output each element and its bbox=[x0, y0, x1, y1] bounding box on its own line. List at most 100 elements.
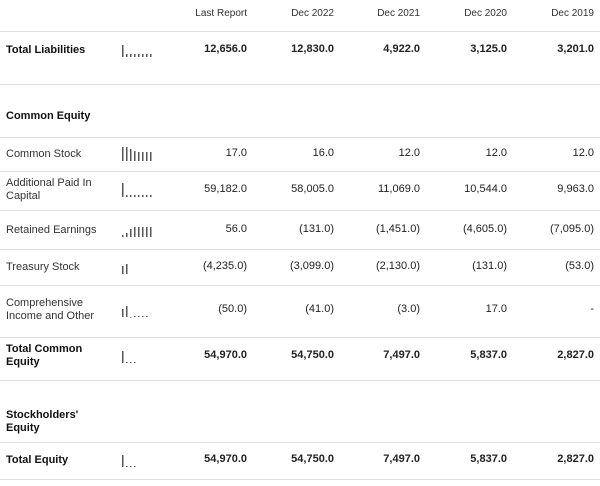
cell-value: 2,827.0 bbox=[557, 349, 594, 361]
sparkline-bar bbox=[130, 229, 132, 237]
sparkline-bar bbox=[130, 362, 132, 363]
cell-value: 12,830.0 bbox=[291, 43, 334, 55]
cell-value: 56.0 bbox=[225, 223, 247, 235]
cell-value: (50.0) bbox=[218, 303, 247, 315]
sparkline-icon bbox=[122, 455, 136, 467]
cell-value: 17.0 bbox=[225, 147, 247, 159]
sparkline-bar bbox=[150, 54, 152, 57]
cell-value: 58,005.0 bbox=[291, 183, 334, 195]
cell-value: 3,201.0 bbox=[557, 43, 594, 55]
divider bbox=[0, 31, 600, 32]
row-label: Additional Paid In Capital bbox=[6, 177, 92, 202]
cell-value: 5,837.0 bbox=[470, 453, 507, 465]
row-label: Retained Earnings bbox=[6, 223, 97, 236]
sparkline-bar bbox=[122, 147, 124, 161]
column-header: Last Report bbox=[195, 8, 247, 19]
sparkline-bar bbox=[130, 466, 132, 467]
sparkline-bar bbox=[138, 54, 140, 57]
sparkline-bar bbox=[126, 362, 128, 363]
column-header: Dec 2019 bbox=[551, 8, 594, 19]
sparkline-bar bbox=[126, 195, 128, 197]
cell-value: (131.0) bbox=[299, 223, 334, 235]
sparkline-bar bbox=[130, 195, 132, 197]
sparkline-bar bbox=[130, 54, 132, 57]
divider bbox=[0, 380, 600, 381]
section-header: Stockholders' Equity bbox=[6, 409, 79, 434]
cell-value: 17.0 bbox=[485, 303, 507, 315]
sparkline-bar bbox=[142, 316, 144, 317]
cell-value: 54,970.0 bbox=[204, 349, 247, 361]
sparkline-bar bbox=[138, 316, 140, 317]
cell-value: 54,970.0 bbox=[204, 453, 247, 465]
sparkline-bar bbox=[146, 54, 148, 57]
cell-value: 10,544.0 bbox=[464, 183, 507, 195]
divider bbox=[0, 84, 600, 85]
sparkline-bar bbox=[134, 316, 136, 317]
sparkline-bar bbox=[134, 466, 136, 467]
sparkline-bar bbox=[150, 152, 152, 161]
sparkline-bar bbox=[142, 195, 144, 197]
sparkline-bar bbox=[122, 455, 124, 467]
sparkline-bar bbox=[150, 227, 152, 237]
divider bbox=[0, 442, 600, 443]
sparkline-icon bbox=[122, 45, 152, 57]
sparkline-bar bbox=[150, 195, 152, 197]
sparkline-icon bbox=[122, 351, 136, 363]
sparkline-bar bbox=[134, 362, 136, 363]
sparkline-bar bbox=[122, 183, 124, 197]
sparkline-bar bbox=[126, 466, 128, 467]
column-header: Dec 2022 bbox=[291, 8, 334, 19]
divider bbox=[0, 249, 600, 250]
sparkline-bar bbox=[146, 316, 148, 317]
column-header: Dec 2020 bbox=[464, 8, 507, 19]
sparkline-bar bbox=[126, 54, 128, 57]
divider bbox=[0, 285, 600, 286]
row-label: Comprehensive Income and Other bbox=[6, 297, 95, 322]
row-label: Common Stock bbox=[6, 147, 82, 160]
cell-value: 11,069.0 bbox=[377, 183, 420, 195]
cell-value: (41.0) bbox=[305, 303, 334, 315]
sparkline-bar bbox=[126, 147, 128, 161]
sparkline-bar bbox=[122, 309, 124, 317]
sparkline-bar bbox=[134, 195, 136, 197]
sparkline-icon bbox=[122, 183, 152, 197]
cell-value: 54,750.0 bbox=[291, 453, 334, 465]
cell-value: 2,827.0 bbox=[557, 453, 594, 465]
cell-value: 59,182.0 bbox=[204, 183, 247, 195]
row-label: Treasury Stock bbox=[6, 260, 80, 273]
cell-value: (53.0) bbox=[565, 260, 594, 272]
sparkline-bar bbox=[126, 264, 128, 274]
cell-value: 3,125.0 bbox=[470, 43, 507, 55]
sparkline-icon bbox=[122, 264, 128, 274]
cell-value: (4,235.0) bbox=[202, 260, 247, 272]
sparkline-bar bbox=[126, 233, 128, 237]
cell-value: (1,451.0) bbox=[375, 223, 420, 235]
cell-value: 12.0 bbox=[572, 147, 594, 159]
sparkline-bar bbox=[122, 266, 124, 274]
cell-value: (3,099.0) bbox=[289, 260, 334, 272]
cell-value: (131.0) bbox=[472, 260, 507, 272]
divider bbox=[0, 210, 600, 211]
sparkline-bar bbox=[122, 45, 124, 57]
cell-value: 12.0 bbox=[485, 147, 507, 159]
divider bbox=[0, 137, 600, 138]
sparkline-bar bbox=[138, 152, 140, 161]
sparkline-bar bbox=[122, 235, 124, 237]
sparkline-icon bbox=[122, 147, 152, 161]
cell-value: 7,497.0 bbox=[383, 453, 420, 465]
divider bbox=[0, 479, 600, 480]
cell-value: 9,963.0 bbox=[557, 183, 594, 195]
section-header: Common Equity bbox=[6, 109, 91, 122]
row-label: Total Common Equity bbox=[6, 343, 83, 368]
sparkline-bar bbox=[122, 351, 124, 363]
sparkline-bar bbox=[146, 195, 148, 197]
sparkline-bar bbox=[146, 152, 148, 161]
divider bbox=[0, 337, 600, 338]
sparkline-bar bbox=[142, 227, 144, 237]
column-header: Dec 2021 bbox=[377, 8, 420, 19]
sparkline-bar bbox=[134, 151, 136, 161]
sparkline-icon bbox=[122, 227, 152, 237]
sparkline-bar bbox=[142, 54, 144, 57]
row-label: Total Equity bbox=[6, 453, 69, 466]
